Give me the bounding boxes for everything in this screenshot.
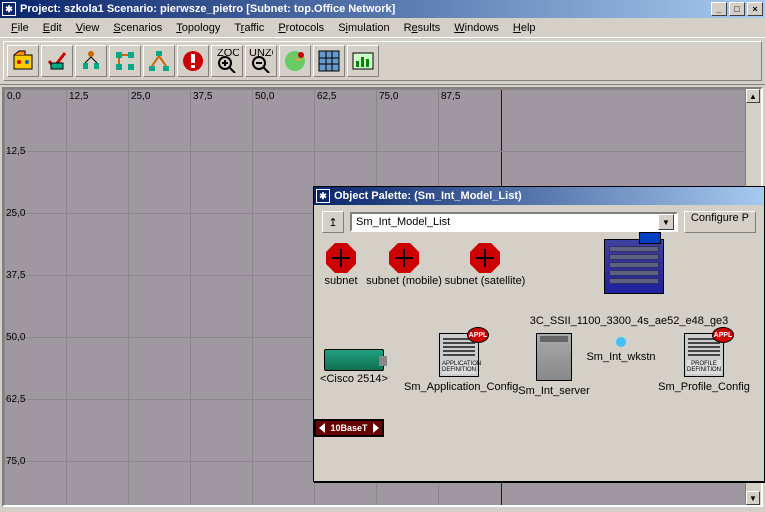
grid-label-x: 12,5 bbox=[69, 91, 88, 102]
toolbar-container: ZOOM UNZOOM bbox=[0, 37, 765, 85]
tb-zoom-in-icon[interactable]: ZOOM bbox=[211, 45, 243, 77]
menu-scenarios[interactable]: Scenarios bbox=[106, 20, 169, 36]
grid-label-x: 37,5 bbox=[193, 91, 212, 102]
tb-topo1-icon[interactable] bbox=[75, 45, 107, 77]
tb-verify-icon[interactable] bbox=[41, 45, 73, 77]
tb-stats-icon[interactable] bbox=[347, 45, 379, 77]
cisco-label: <Cisco 2514> bbox=[314, 373, 394, 385]
palette-body: subnet subnet (mobile) subnet (satellite… bbox=[314, 239, 764, 471]
grid-label-x: 87,5 bbox=[441, 91, 460, 102]
palette-icon: ✱ bbox=[316, 189, 330, 203]
combo-dropdown-icon[interactable]: ▼ bbox=[658, 214, 674, 230]
workstation-icon bbox=[616, 337, 626, 347]
combo-value: Sm_Int_Model_List bbox=[354, 216, 658, 228]
3com-label: 3C_SSII_1100_3300_4s_ae52_e48_ge3 bbox=[504, 315, 754, 327]
palette-item-subnet[interactable]: subnet bbox=[316, 243, 366, 287]
grid-label-y: 37,5 bbox=[6, 270, 25, 281]
palette-toolbar: ↥ Sm_Int_Model_List ▼ Configure P bbox=[314, 205, 764, 239]
tb-zoom-out-icon[interactable]: UNZOOM bbox=[245, 45, 277, 77]
menu-simulation[interactable]: Simulation bbox=[331, 20, 396, 36]
menu-edit[interactable]: Edit bbox=[36, 20, 69, 36]
menu-protocols[interactable]: Protocols bbox=[271, 20, 331, 36]
tb-failure-icon[interactable] bbox=[177, 45, 209, 77]
subnet-mobile-label: subnet (mobile) bbox=[364, 275, 444, 287]
palette-model-combo[interactable]: Sm_Int_Model_List ▼ bbox=[350, 212, 678, 232]
object-palette-window: ✱ Object Palette: (Sm_Int_Model_List) ↥ … bbox=[313, 186, 765, 482]
grid-label-x: 62,5 bbox=[317, 91, 336, 102]
maximize-button[interactable]: □ bbox=[729, 2, 745, 16]
tenbase-link-icon: 10BaseT bbox=[314, 419, 384, 437]
grid-label-y: 62,5 bbox=[6, 394, 25, 405]
main-titlebar: ✱ Project: szkola1 Scenario: pierwsze_pi… bbox=[0, 0, 765, 18]
grid-label-x: 0,0 bbox=[7, 91, 21, 102]
palette-item-app-config[interactable]: APPLICATION DEFINITION APPL Sm_Applicati… bbox=[404, 333, 514, 393]
tb-grid-icon[interactable] bbox=[313, 45, 345, 77]
palette-item-profile[interactable]: PROFILE DEFINITION APPL Sm_Profile_Confi… bbox=[654, 333, 754, 393]
tb-topo3-icon[interactable] bbox=[143, 45, 175, 77]
palette-item-subnet-mobile[interactable]: subnet (mobile) bbox=[364, 243, 444, 287]
configure-palette-button[interactable]: Configure P bbox=[684, 211, 756, 233]
palette-up-button[interactable]: ↥ bbox=[322, 211, 344, 233]
menu-view[interactable]: View bbox=[69, 20, 107, 36]
appl-badge-icon: APPL bbox=[712, 327, 734, 343]
grid-label-y: 50,0 bbox=[6, 332, 25, 343]
grid-label-y: 25,0 bbox=[6, 208, 25, 219]
grid-label-y: 75,0 bbox=[6, 456, 25, 467]
grid-label-y: 12,5 bbox=[6, 146, 25, 157]
palette-title: Object Palette: (Sm_Int_Model_List) bbox=[334, 190, 522, 202]
toolbar: ZOOM UNZOOM bbox=[3, 41, 762, 81]
grid-label-x: 75,0 bbox=[379, 91, 398, 102]
palette-item-3com[interactable] bbox=[574, 239, 694, 294]
3com-device-icon bbox=[604, 239, 664, 294]
server-label: Sm_Int_server bbox=[514, 385, 594, 397]
tb-world-icon[interactable] bbox=[279, 45, 311, 77]
grid-label-x: 25,0 bbox=[131, 91, 150, 102]
profile-label: Sm_Profile_Config bbox=[654, 381, 754, 393]
grid-line-h bbox=[4, 151, 745, 152]
appl-badge-icon: APPL bbox=[467, 327, 489, 343]
subnet-mobile-octagon-icon bbox=[389, 243, 419, 273]
wkstn-label: Sm_Int_wkstn bbox=[576, 351, 666, 363]
tb-topo2-icon[interactable] bbox=[109, 45, 141, 77]
scroll-down-icon[interactable]: ▼ bbox=[746, 491, 760, 505]
grid-label-x: 50,0 bbox=[255, 91, 274, 102]
grid-line-h bbox=[4, 89, 745, 90]
menu-file[interactable]: File bbox=[4, 20, 36, 36]
app-config-label: Sm_Application_Config bbox=[404, 381, 514, 393]
3com-label-row: 3C_SSII_1100_3300_4s_ae52_e48_ge3 bbox=[504, 313, 754, 327]
palette-item-subnet-satellite[interactable]: subnet (satellite) bbox=[440, 243, 530, 287]
palette-item-10baset[interactable]: 10BaseT bbox=[314, 419, 384, 437]
menu-topology[interactable]: Topology bbox=[169, 20, 227, 36]
minimize-button[interactable]: _ bbox=[711, 2, 727, 16]
menu-results[interactable]: Results bbox=[397, 20, 448, 36]
scroll-up-icon[interactable]: ▲ bbox=[746, 89, 760, 103]
tb-open-icon[interactable] bbox=[7, 45, 39, 77]
close-button[interactable]: × bbox=[747, 2, 763, 16]
app-icon: ✱ bbox=[2, 2, 16, 16]
cisco-router-icon bbox=[324, 349, 384, 371]
menu-windows[interactable]: Windows bbox=[447, 20, 506, 36]
palette-titlebar[interactable]: ✱ Object Palette: (Sm_Int_Model_List) bbox=[314, 187, 764, 205]
window-title: Project: szkola1 Scenario: pierwsze_piet… bbox=[20, 3, 709, 15]
server-icon bbox=[536, 333, 572, 381]
subnet-sat-octagon-icon bbox=[470, 243, 500, 273]
palette-item-wkstn[interactable]: Sm_Int_wkstn bbox=[576, 337, 666, 363]
palette-item-cisco[interactable]: <Cisco 2514> bbox=[314, 349, 394, 385]
subnet-label: subnet bbox=[316, 275, 366, 287]
menubar: File Edit View Scenarios Topology Traffi… bbox=[0, 18, 765, 37]
menu-traffic[interactable]: Traffic bbox=[227, 20, 271, 36]
menu-help[interactable]: Help bbox=[506, 20, 543, 36]
subnet-sat-label: subnet (satellite) bbox=[440, 275, 530, 287]
subnet-octagon-icon bbox=[326, 243, 356, 273]
